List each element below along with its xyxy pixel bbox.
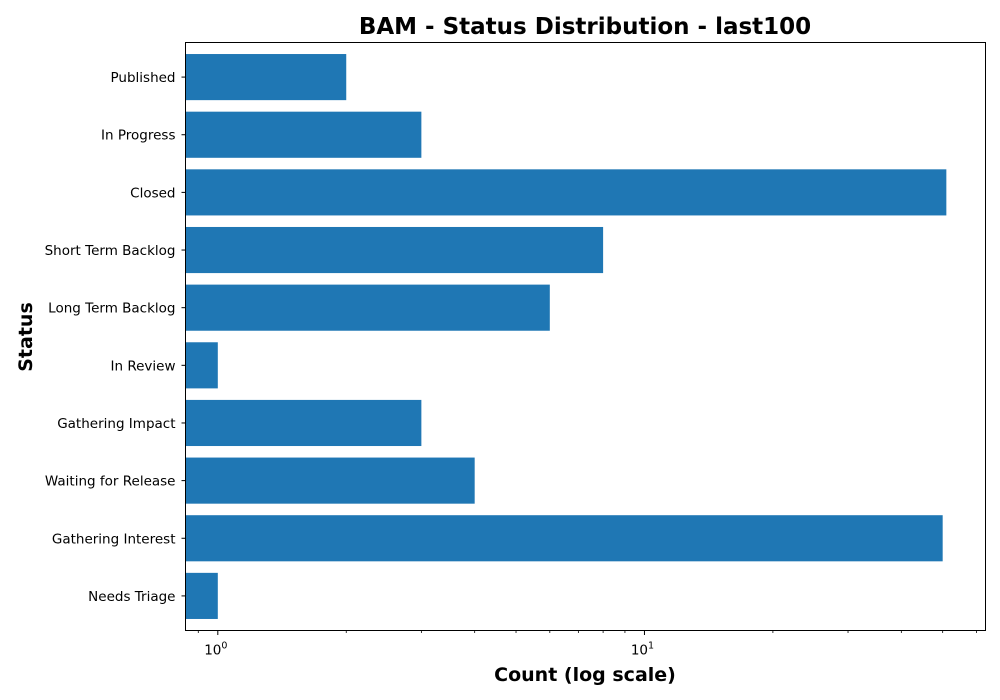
bar-in-review (185, 342, 218, 389)
y-tick-label: Waiting for Release (45, 474, 176, 490)
bar-needs-triage (185, 572, 218, 619)
y-tick-label: Needs Triage (88, 589, 175, 605)
chart-title: BAM - Status Distribution - last100 (359, 14, 811, 40)
y-tick-label: In Review (111, 358, 176, 374)
plot-frame (185, 42, 986, 631)
x-axis-ticks: 100 101 (197, 630, 977, 659)
y-axis-title: Status (15, 302, 37, 372)
y-axis-ticks: Needs Triage Gathering Interest Waiting fo… (45, 70, 186, 605)
x-axis-title: Count (log scale) (494, 664, 676, 686)
bar-in-progress (185, 111, 422, 158)
bar-closed (185, 169, 947, 216)
bar-long-term-backlog (185, 284, 550, 331)
bar-gathering-interest (185, 515, 943, 562)
y-tick-label: In Progress (101, 128, 175, 144)
x-tick-label: 101 (631, 641, 654, 659)
bars-group (185, 54, 947, 619)
y-tick-label: Long Term Backlog (48, 301, 175, 317)
y-tick-label: Published (111, 70, 176, 86)
bar-gathering-impact (185, 399, 422, 447)
y-tick-label: Gathering Interest (52, 531, 176, 547)
bar-published (185, 54, 347, 101)
y-tick-label: Closed (130, 185, 175, 201)
x-tick-label: 100 (204, 641, 227, 659)
y-tick-label: Gathering Impact (57, 416, 175, 432)
y-tick-label: Short Term Backlog (45, 243, 176, 259)
bar-waiting-for-release (185, 457, 475, 504)
bar-short-term-backlog (185, 226, 604, 274)
